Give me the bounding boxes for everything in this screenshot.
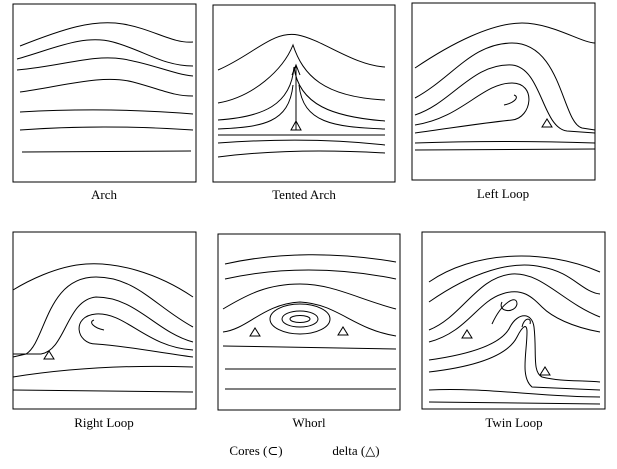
right-loop-panel [12, 231, 197, 410]
panel-frame [411, 2, 596, 181]
delta-symbol [249, 327, 261, 337]
tented-arch-panel [212, 4, 396, 183]
whorl-panel [217, 233, 401, 411]
ridge-line [503, 94, 517, 106]
ridge-line [13, 296, 194, 355]
ridge-line [217, 66, 386, 122]
ridge-line [217, 150, 386, 158]
ridge-line [428, 315, 601, 383]
ridge-line [291, 63, 301, 130]
panel-frame [12, 3, 197, 183]
ridge-line [16, 57, 194, 77]
delta-symbol [461, 329, 473, 339]
ridge-line [78, 313, 194, 358]
ridge-line [19, 126, 194, 131]
legend-delta: delta (△) [332, 443, 379, 458]
panel-label: Arch [91, 187, 117, 202]
ridge-line [414, 141, 596, 144]
ridge-line [428, 291, 601, 343]
ridge-line [428, 401, 601, 405]
arch-panel [12, 3, 197, 183]
ridge-line [217, 139, 386, 146]
ridge-line [12, 276, 194, 358]
ridge-line [217, 84, 386, 130]
panel-frame [217, 233, 401, 411]
panel-frame [421, 231, 606, 410]
ridge-line [521, 318, 531, 328]
panel-label: Twin Loop [485, 415, 542, 430]
ridge-line [414, 42, 596, 131]
ridge-line [289, 315, 311, 323]
ridge-line [428, 264, 601, 303]
ridge-line [414, 82, 530, 134]
panel-label: Whorl [292, 415, 326, 430]
ridge-line [428, 255, 601, 283]
ridge-line [222, 345, 397, 350]
legend-cores: Cores (⊂) [229, 443, 282, 458]
delta-symbol [337, 326, 349, 336]
delta-symbol [539, 366, 551, 376]
ridge-line [19, 78, 194, 97]
ridge-line [21, 150, 192, 153]
panel-label: Left Loop [477, 186, 529, 201]
ridge-line [217, 43, 386, 104]
twin-loop-panel [421, 231, 606, 410]
ridge-line [19, 22, 194, 47]
ridge-line [16, 39, 194, 67]
ridge-line [428, 388, 601, 398]
ridge-line [414, 64, 596, 134]
ridge-line [414, 22, 596, 69]
ridge-line [91, 319, 105, 331]
ridge-line [19, 109, 194, 115]
ridge-line [224, 254, 397, 265]
left-loop-panel [411, 2, 596, 181]
panel-label: Right Loop [74, 415, 134, 430]
ridge-line [12, 389, 194, 393]
panel-label: Tented Arch [272, 187, 336, 202]
ridge-line [428, 273, 601, 331]
delta-symbol [290, 119, 302, 131]
panel-frame [212, 4, 396, 183]
delta-symbol [541, 118, 553, 128]
ridge-line [222, 283, 397, 310]
ridge-line [224, 269, 397, 280]
ridge-line [428, 326, 601, 391]
panel-frame [12, 231, 197, 410]
ridge-line [491, 299, 518, 325]
ridge-line [222, 301, 397, 337]
delta-symbol [43, 350, 55, 360]
ridge-line [269, 303, 331, 335]
ridge-line [217, 33, 386, 71]
ridge-line [281, 310, 319, 328]
ridge-line [12, 365, 194, 378]
ridge-line [414, 148, 596, 151]
ridge-line [12, 263, 194, 298]
